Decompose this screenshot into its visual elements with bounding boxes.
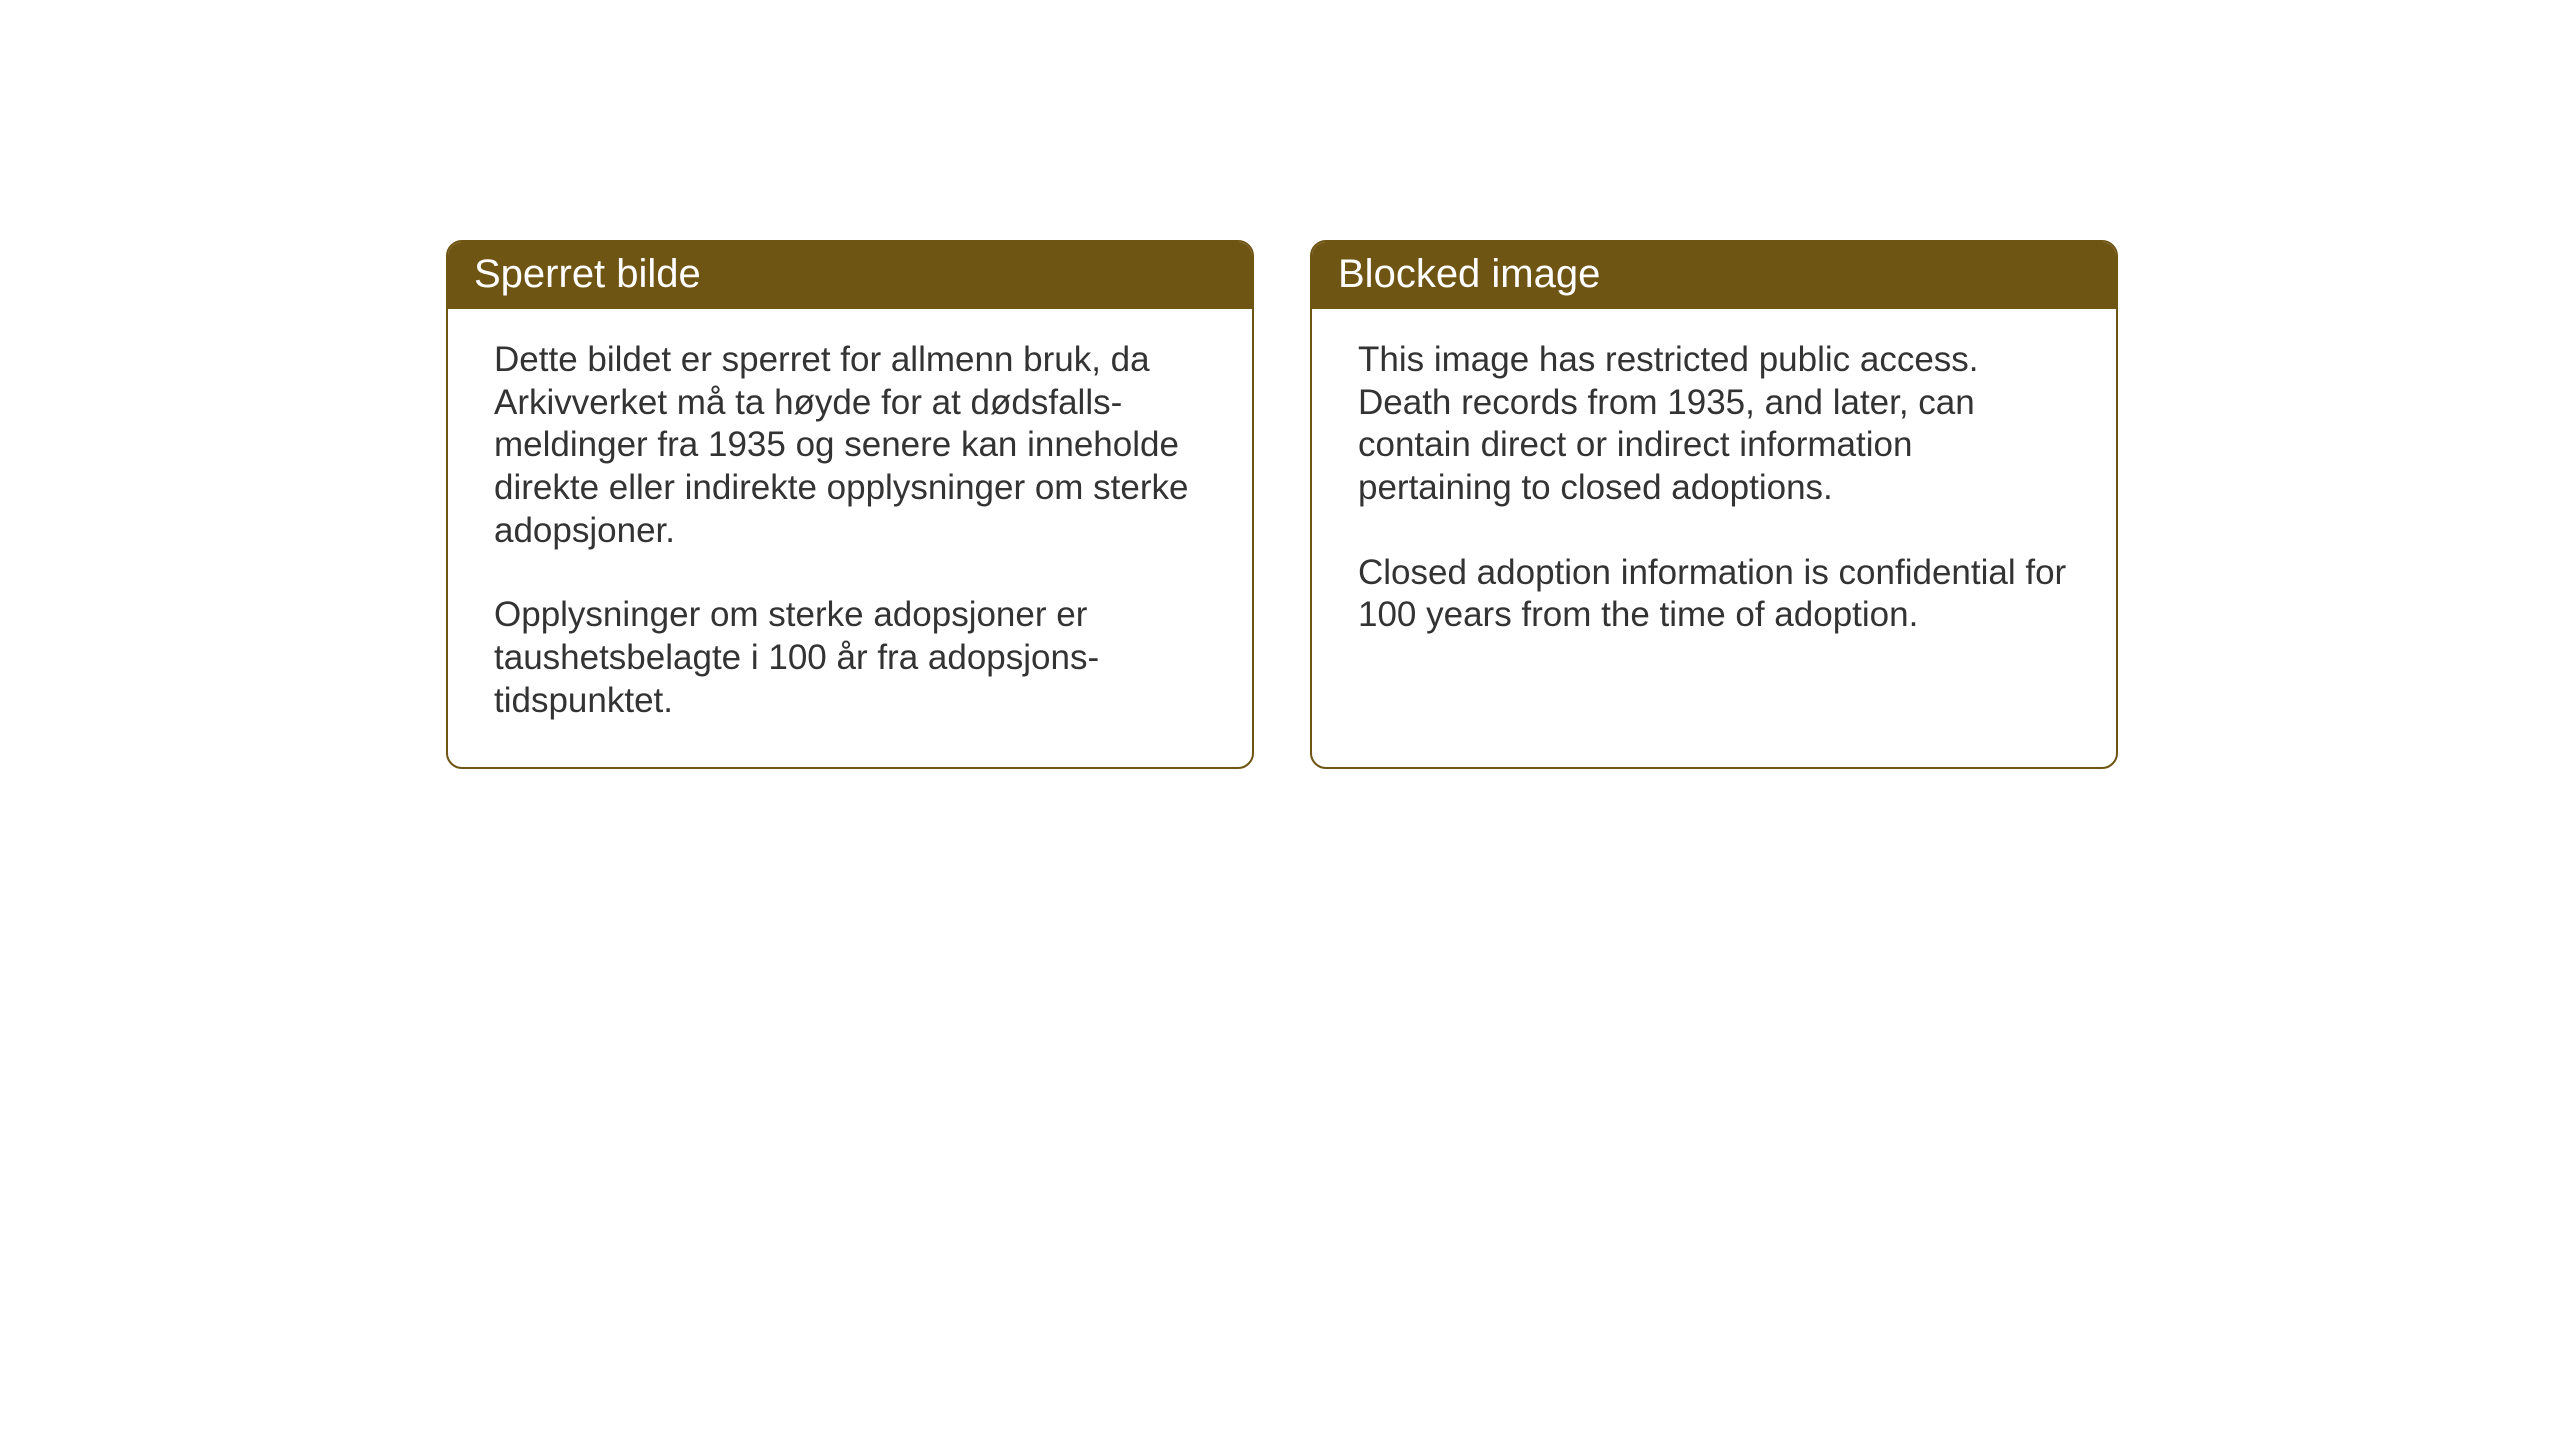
notice-card-english: Blocked image This image has restricted … [1310, 240, 2118, 769]
card-paragraph: This image has restricted public access.… [1358, 339, 2070, 510]
notice-card-norwegian: Sperret bilde Dette bildet er sperret fo… [446, 240, 1254, 769]
notice-container: Sperret bilde Dette bildet er sperret fo… [446, 240, 2118, 769]
card-paragraph: Opplysninger om sterke adopsjoner er tau… [494, 594, 1206, 722]
card-paragraph: Closed adoption information is confident… [1358, 552, 2070, 637]
card-paragraph: Dette bildet er sperret for allmenn bruk… [494, 339, 1206, 552]
card-title: Blocked image [1338, 252, 1600, 296]
card-header-english: Blocked image [1312, 242, 2116, 309]
card-body-english: This image has restricted public access.… [1312, 309, 2116, 681]
card-header-norwegian: Sperret bilde [448, 242, 1252, 309]
card-title: Sperret bilde [474, 252, 701, 296]
card-body-norwegian: Dette bildet er sperret for allmenn bruk… [448, 309, 1252, 767]
